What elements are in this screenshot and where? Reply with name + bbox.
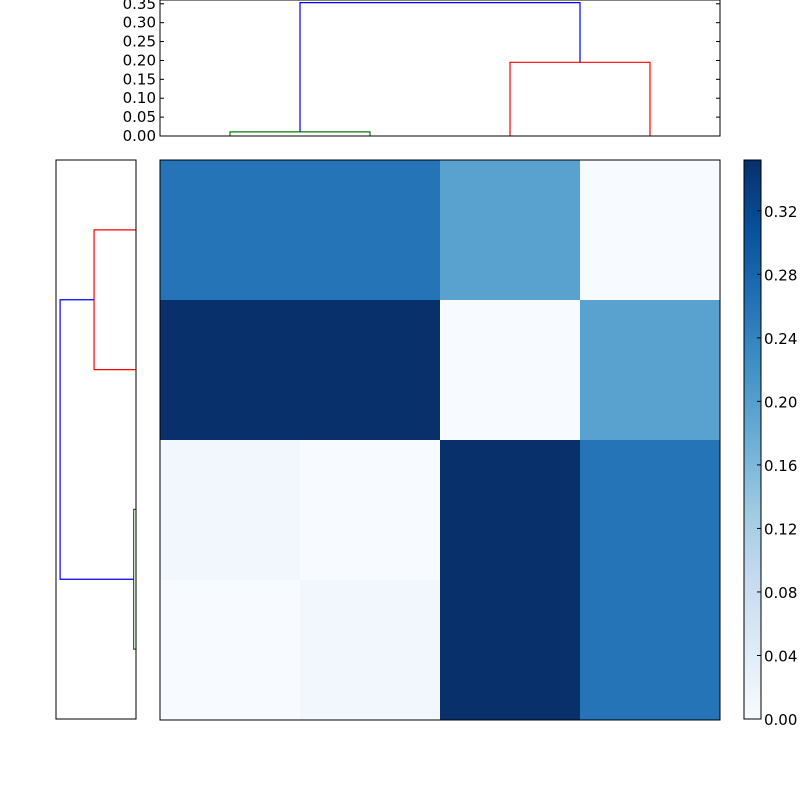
heatmap-cell	[440, 160, 580, 300]
top-dendrogram: 0.000.050.100.150.200.250.300.35	[123, 0, 721, 145]
y-tick-label: 0.25	[123, 33, 156, 51]
heatmap-cell	[440, 440, 580, 580]
colorbar-tick-label: 0.00	[764, 711, 797, 729]
heatmap-cell	[580, 300, 720, 440]
heatmap-cell	[580, 160, 720, 300]
heatmap-cell	[580, 580, 720, 720]
heatmap-cell	[300, 580, 440, 720]
dendrogram-link	[59, 299, 134, 580]
colorbar-tick-label: 0.16	[764, 457, 797, 475]
dendrogram-link	[509, 61, 651, 136]
heatmap-frame	[159, 159, 721, 721]
heatmap-cell	[440, 580, 580, 720]
colorbar-gradient	[743, 159, 762, 720]
heatmap-cell	[300, 440, 440, 580]
y-tick-label: 0.30	[123, 14, 156, 32]
y-tick-label: 0.00	[123, 127, 156, 145]
y-tick-label: 0.15	[123, 70, 156, 88]
heatmap-cell	[440, 300, 580, 440]
colorbar-tick-label: 0.24	[764, 330, 797, 348]
heatmap-cell	[580, 440, 720, 580]
left-dendrogram-frame	[55, 159, 137, 720]
y-tick-label: 0.05	[123, 108, 156, 126]
heatmap-cell	[160, 160, 300, 300]
colorbar-tick-label: 0.28	[764, 266, 797, 284]
y-tick-label: 0.20	[123, 51, 156, 69]
colorbar-tick-label: 0.32	[764, 203, 797, 221]
colorbar-tick-label: 0.12	[764, 520, 797, 538]
colorbar-tick-label: 0.04	[764, 647, 797, 665]
dendrogram-link	[229, 131, 371, 136]
dendrogram-link	[93, 229, 136, 371]
heatmap-cell	[300, 160, 440, 300]
colorbar-tick-label: 0.08	[764, 584, 797, 602]
y-tick-label: 0.10	[123, 89, 156, 107]
heatmap-cell	[160, 300, 300, 440]
colorbar: 0.00 0.04 0.08 0.12 0.16 0.20 0.24 0.28 0.32	[743, 159, 797, 729]
heatmap	[159, 159, 721, 721]
dendrogram-link	[299, 2, 581, 132]
top-dendrogram-frame	[159, 0, 721, 137]
left-dendrogram	[55, 159, 137, 720]
y-tick-label: 0.35	[123, 0, 156, 13]
heatmap-cell	[160, 440, 300, 580]
heatmap-cell	[300, 300, 440, 440]
heatmap-cell	[160, 580, 300, 720]
colorbar-tick-label: 0.20	[764, 393, 797, 411]
